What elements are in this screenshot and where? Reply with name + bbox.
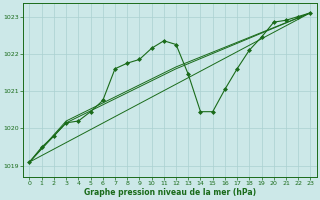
X-axis label: Graphe pression niveau de la mer (hPa): Graphe pression niveau de la mer (hPa) — [84, 188, 256, 197]
